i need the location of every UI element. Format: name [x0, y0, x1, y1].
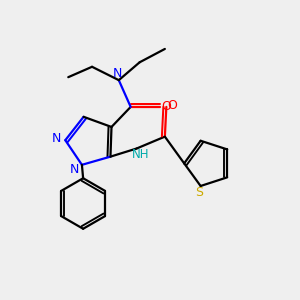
Text: N: N: [112, 67, 122, 80]
Text: N: N: [52, 132, 61, 145]
Text: O: O: [161, 100, 171, 112]
Text: S: S: [195, 186, 203, 199]
Text: NH: NH: [131, 148, 149, 161]
Text: O: O: [167, 99, 177, 112]
Text: N: N: [70, 163, 79, 176]
